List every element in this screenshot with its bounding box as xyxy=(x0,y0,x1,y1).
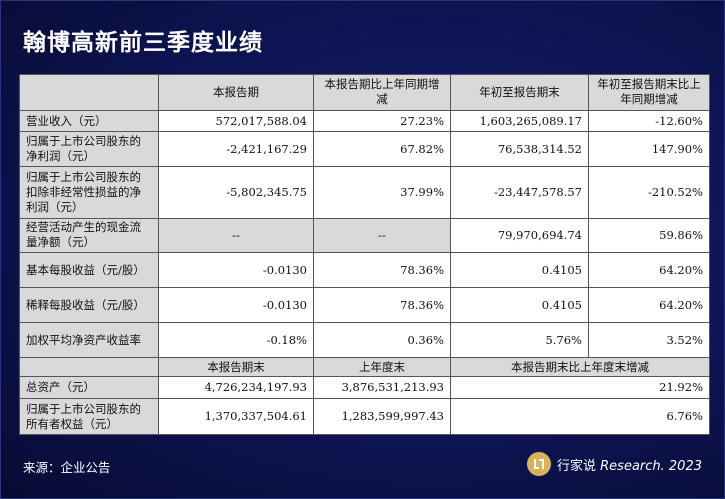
table-row: 归属于上市公司股东的净利润（元） -2,421,167.29 67.82% 76… xyxy=(19,131,710,168)
brand-name: 行家说 xyxy=(556,458,596,474)
table-cell: -23,447,578.57 xyxy=(450,166,589,219)
financial-table: 本报告期 本报告期比上年同期增减 年初至报告期末 年初至报告期末比上年同期增减 … xyxy=(19,74,710,435)
row-label: 归属于上市公司股东的净利润（元） xyxy=(19,131,159,168)
table-cell: 59.86% xyxy=(588,217,710,254)
header-cell-blank xyxy=(19,356,159,378)
table-row: 归属于上市公司股东的扣除非经常性损益的净利润（元） -5,802,345.75 … xyxy=(19,166,710,219)
table-cell: -5,802,345.75 xyxy=(158,166,314,219)
quote-bracket-icon xyxy=(526,452,551,476)
row-label: 经营活动产生的现金流量净额（元） xyxy=(19,217,159,254)
table-cell: 1,370,337,504.61 xyxy=(158,398,314,435)
table-cell: 6.76% xyxy=(450,398,710,435)
header-cell: 上年度末 xyxy=(313,356,451,378)
table-subheader-row: 本报告期末 上年度末 本报告期末比上年度末增减 xyxy=(19,356,710,378)
row-label: 加权平均净资产收益率 xyxy=(19,322,159,358)
brand-text: 行家说 Research. 2023 xyxy=(557,455,702,474)
header-cell: 年初至报告期末比上年同期增减 xyxy=(588,74,710,111)
header-cell: 年初至报告期末 xyxy=(450,74,589,111)
header-cell: 本报告期比上年同期增减 xyxy=(313,74,451,111)
financial-table-container: 本报告期 本报告期比上年同期增减 年初至报告期末 年初至报告期末比上年同期增减 … xyxy=(19,74,710,435)
table-row: 经营活动产生的现金流量净额（元） -- -- 79,970,694.74 59.… xyxy=(19,217,710,254)
table-cell: 1,283,599,997.43 xyxy=(313,398,451,435)
table-cell: 147.90% xyxy=(588,131,710,168)
table-cell: 0.4105 xyxy=(450,287,589,324)
table-cell: -12.60% xyxy=(588,109,710,133)
table-cell: 64.20% xyxy=(588,252,710,289)
table-cell: -210.52% xyxy=(588,166,710,219)
source-note: 来源：企业公告 xyxy=(23,460,111,475)
brand-watermark: 行家说 Research. 2023 xyxy=(526,450,702,478)
table-cell: 3.52% xyxy=(588,322,710,358)
header-cell: 本报告期末比上年度末增减 xyxy=(450,356,710,378)
row-label: 基本每股收益（元/股） xyxy=(19,252,159,289)
table-cell: -0.18% xyxy=(158,322,314,358)
row-label: 总资产（元） xyxy=(19,376,159,400)
header-cell: 本报告期 xyxy=(158,74,314,111)
table-row: 基本每股收益（元/股） -0.0130 78.36% 0.4105 64.20% xyxy=(19,252,710,289)
table-header-row: 本报告期 本报告期比上年同期增减 年初至报告期末 年初至报告期末比上年同期增减 xyxy=(19,74,710,111)
table-cell: 4,726,234,197.93 xyxy=(158,376,314,400)
table-cell: -0.0130 xyxy=(158,287,314,324)
table-row: 归属于上市公司股东的所有者权益（元） 1,370,337,504.61 1,28… xyxy=(19,398,710,435)
row-label: 营业收入（元） xyxy=(19,109,159,133)
row-label: 稀释每股收益（元/股） xyxy=(19,287,159,324)
table-row: 营业收入（元） 572,017,588.04 27.23% 1,603,265,… xyxy=(19,109,710,133)
table-cell: 5.76% xyxy=(450,322,589,358)
table-cell-empty: -- xyxy=(158,217,314,254)
table-cell: 78.36% xyxy=(313,252,451,289)
table-cell: 27.23% xyxy=(313,109,451,133)
row-label: 归属于上市公司股东的所有者权益（元） xyxy=(19,398,159,435)
header-cell-blank xyxy=(19,74,159,111)
table-cell: 78.36% xyxy=(313,287,451,324)
table-cell: -2,421,167.29 xyxy=(158,131,314,168)
table-cell: 572,017,588.04 xyxy=(158,109,314,133)
brand-tag: Research. 2023 xyxy=(600,458,702,474)
table-cell: 1,603,265,089.17 xyxy=(450,109,589,133)
table-cell: 3,876,531,213.93 xyxy=(313,376,451,400)
table-cell: -0.0130 xyxy=(158,252,314,289)
row-label: 归属于上市公司股东的扣除非经常性损益的净利润（元） xyxy=(19,166,159,219)
table-cell: 0.36% xyxy=(313,322,451,358)
table-row: 总资产（元） 4,726,234,197.93 3,876,531,213.93… xyxy=(19,376,710,400)
table-row: 稀释每股收益（元/股） -0.0130 78.36% 0.4105 64.20% xyxy=(19,287,710,324)
table-cell: 79,970,694.74 xyxy=(450,217,589,254)
table-cell: 64.20% xyxy=(588,287,710,324)
table-cell: 21.92% xyxy=(450,376,710,400)
table-cell-empty: -- xyxy=(313,217,451,254)
header-cell: 本报告期末 xyxy=(158,356,314,378)
table-cell: 0.4105 xyxy=(450,252,589,289)
page-title: 翰博高新前三季度业绩 xyxy=(23,30,263,56)
table-cell: 76,538,314.52 xyxy=(450,131,589,168)
table-cell: 37.99% xyxy=(313,166,451,219)
table-cell: 67.82% xyxy=(313,131,451,168)
table-row: 加权平均净资产收益率 -0.18% 0.36% 5.76% 3.52% xyxy=(19,322,710,358)
